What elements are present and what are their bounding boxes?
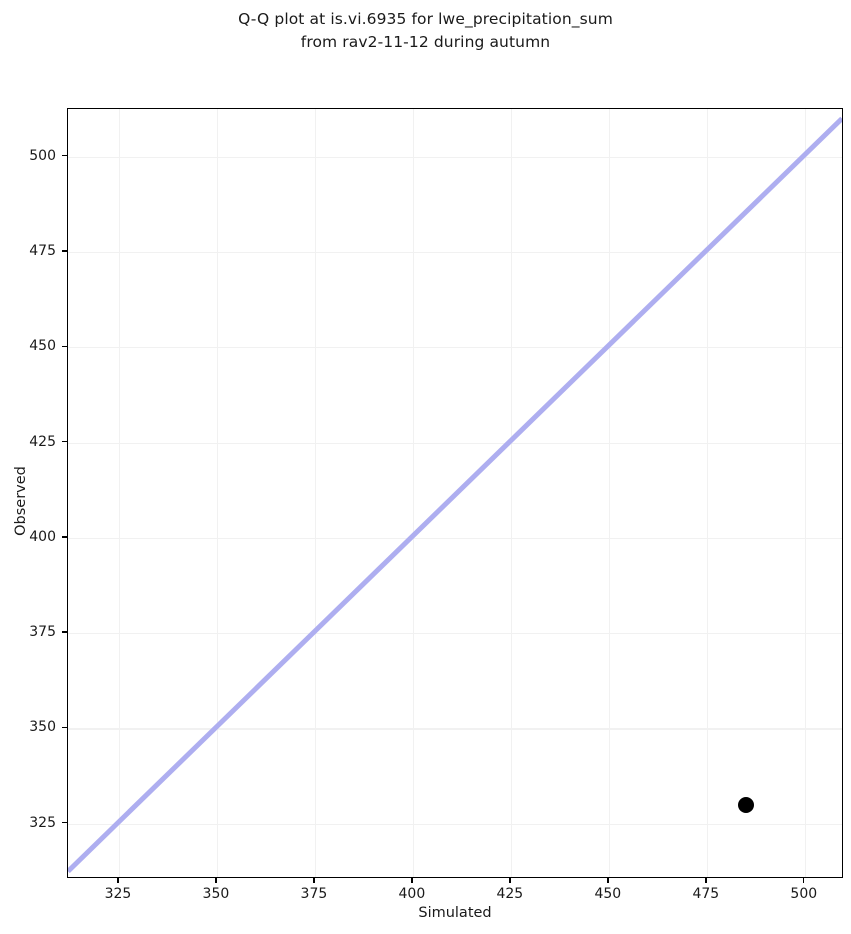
gridline-horizontal xyxy=(68,251,842,254)
x-tick-mark xyxy=(411,878,413,883)
y-tick-label: 400 xyxy=(29,528,56,545)
y-tick-mark xyxy=(62,345,67,347)
y-tick-label: 500 xyxy=(29,147,56,164)
gridline-vertical xyxy=(804,109,806,877)
gridline-horizontal xyxy=(68,537,842,540)
x-axis-label: Simulated xyxy=(418,905,492,921)
y-tick-mark xyxy=(62,440,67,443)
y-tick-label: 350 xyxy=(29,719,56,736)
x-tick-mark xyxy=(215,878,217,883)
x-tick-mark xyxy=(117,878,119,883)
x-tick-label: 425 xyxy=(496,886,524,902)
gridline-vertical xyxy=(510,109,513,877)
gridline-vertical xyxy=(412,109,415,877)
x-tick-mark xyxy=(705,878,707,883)
gridline-horizontal xyxy=(68,823,842,825)
gridline-horizontal xyxy=(68,633,842,635)
x-tick-label: 500 xyxy=(790,886,818,902)
y-tick-mark xyxy=(62,822,67,824)
y-tick-mark xyxy=(62,536,67,538)
gridline-vertical xyxy=(216,109,219,877)
x-tick-mark xyxy=(313,878,315,883)
chart-title: Q-Q plot at is.vi.6935 for lwe_precipita… xyxy=(0,8,851,54)
y-tick-mark xyxy=(62,250,67,252)
x-tick-label: 450 xyxy=(594,886,622,902)
gridline-horizontal xyxy=(68,156,842,158)
gridline-vertical xyxy=(314,109,317,877)
y-tick-mark xyxy=(62,726,67,729)
y-tick-label: 475 xyxy=(29,242,56,259)
gridline-vertical xyxy=(608,109,611,877)
plot-area xyxy=(67,108,843,878)
y-tick-mark xyxy=(62,154,67,157)
x-tick-label: 375 xyxy=(300,886,328,902)
y-tick-label: 325 xyxy=(29,814,56,831)
chart-title-line-1: Q-Q plot at is.vi.6935 for lwe_precipita… xyxy=(238,10,613,28)
gridline-horizontal xyxy=(68,442,842,444)
x-tick-label: 325 xyxy=(104,886,132,902)
x-tick-label: 350 xyxy=(202,886,230,902)
gridline-vertical xyxy=(706,109,709,877)
gridline-vertical xyxy=(118,109,121,877)
gridline-horizontal xyxy=(68,347,842,349)
y-tick-label: 425 xyxy=(29,433,56,450)
x-tick-label: 475 xyxy=(692,886,720,902)
y-tick-label: 375 xyxy=(29,624,56,641)
y-axis-label: Observed xyxy=(13,466,29,536)
gridline-horizontal xyxy=(68,728,842,730)
x-tick-mark xyxy=(803,878,805,883)
identity-line xyxy=(68,116,842,874)
x-tick-label: 400 xyxy=(398,886,426,902)
x-tick-mark xyxy=(607,878,609,883)
y-tick-mark xyxy=(62,631,67,633)
data-point xyxy=(738,796,755,813)
y-tick-label: 450 xyxy=(29,338,56,355)
chart-title-line-2: from rav2-11-12 during autumn xyxy=(300,33,551,51)
x-tick-mark xyxy=(509,878,511,883)
